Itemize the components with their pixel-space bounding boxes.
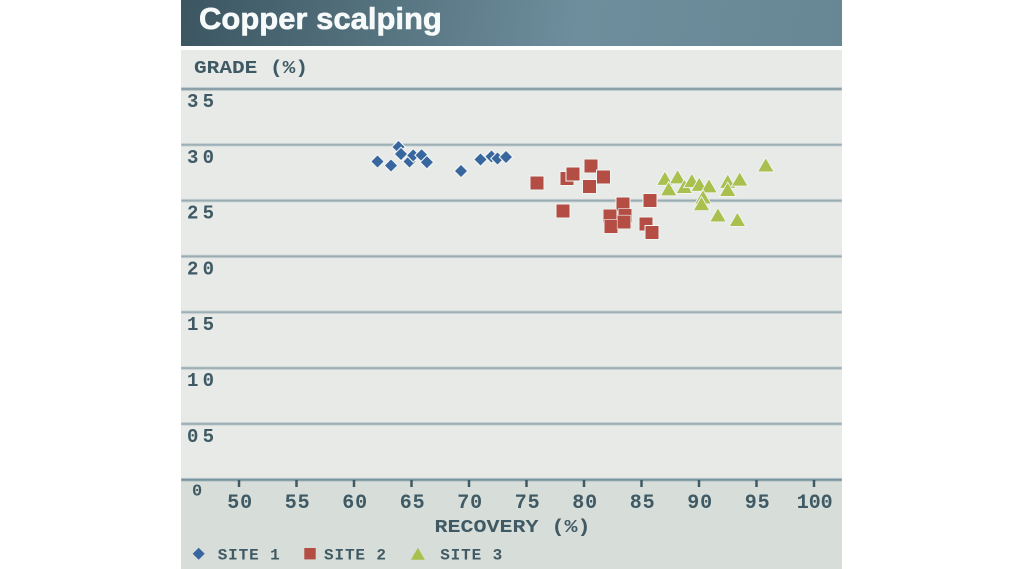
svg-text:GRADE (%): GRADE (%) <box>194 59 308 79</box>
svg-text:50: 50 <box>227 492 252 515</box>
svg-text:35: 35 <box>187 91 214 113</box>
svg-text:85: 85 <box>630 492 655 515</box>
svg-text:SITE 1: SITE 1 <box>218 547 280 565</box>
svg-text:90: 90 <box>687 492 712 515</box>
svg-text:SITE 3: SITE 3 <box>440 547 502 565</box>
svg-text:75: 75 <box>515 492 540 515</box>
svg-text:55: 55 <box>285 492 310 515</box>
svg-text:65: 65 <box>400 492 425 515</box>
svg-text:10: 10 <box>187 370 214 392</box>
svg-text:SITE 2: SITE 2 <box>324 547 386 565</box>
svg-text:95: 95 <box>745 492 770 515</box>
svg-text:05: 05 <box>187 426 214 448</box>
svg-text:0: 0 <box>192 483 202 502</box>
svg-text:70: 70 <box>457 492 482 515</box>
svg-text:60: 60 <box>342 492 367 515</box>
svg-text:30: 30 <box>187 147 214 169</box>
svg-text:25: 25 <box>187 203 214 225</box>
svg-text:20: 20 <box>187 258 214 280</box>
svg-text:80: 80 <box>572 492 597 515</box>
svg-text:RECOVERY (%): RECOVERY (%) <box>435 518 591 538</box>
svg-text:100: 100 <box>797 492 833 515</box>
svg-text:15: 15 <box>187 314 214 336</box>
